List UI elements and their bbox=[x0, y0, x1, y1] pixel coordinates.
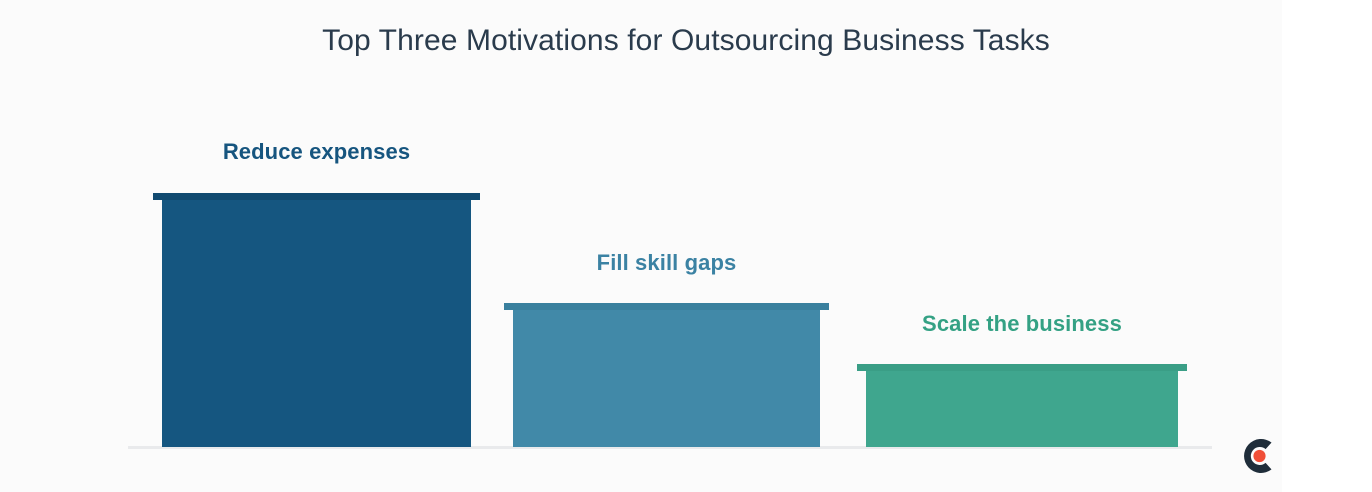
bar-label: Reduce expenses bbox=[222, 139, 411, 164]
bar-label: Fill skill gaps bbox=[596, 250, 737, 275]
bar-fill-skill-gaps: Fill skill gaps bbox=[504, 250, 829, 447]
bar-body bbox=[866, 364, 1178, 447]
bar-reduce-expenses: Reduce expenses bbox=[153, 139, 480, 447]
bar-scale-the-business: Scale the business bbox=[857, 311, 1187, 447]
canvas-right-edge bbox=[1282, 0, 1372, 492]
bar-body bbox=[513, 303, 820, 447]
bar-body bbox=[162, 193, 471, 447]
bar-cap bbox=[153, 193, 480, 200]
bar-label: Scale the business bbox=[922, 311, 1122, 336]
bar-cap bbox=[857, 364, 1187, 371]
letter-c-logo-icon bbox=[1244, 439, 1272, 473]
chart-title: Top Three Motivations for Outsourcing Bu… bbox=[322, 24, 1050, 57]
x-axis-baseline bbox=[128, 446, 1212, 449]
bar-cap bbox=[504, 303, 829, 310]
